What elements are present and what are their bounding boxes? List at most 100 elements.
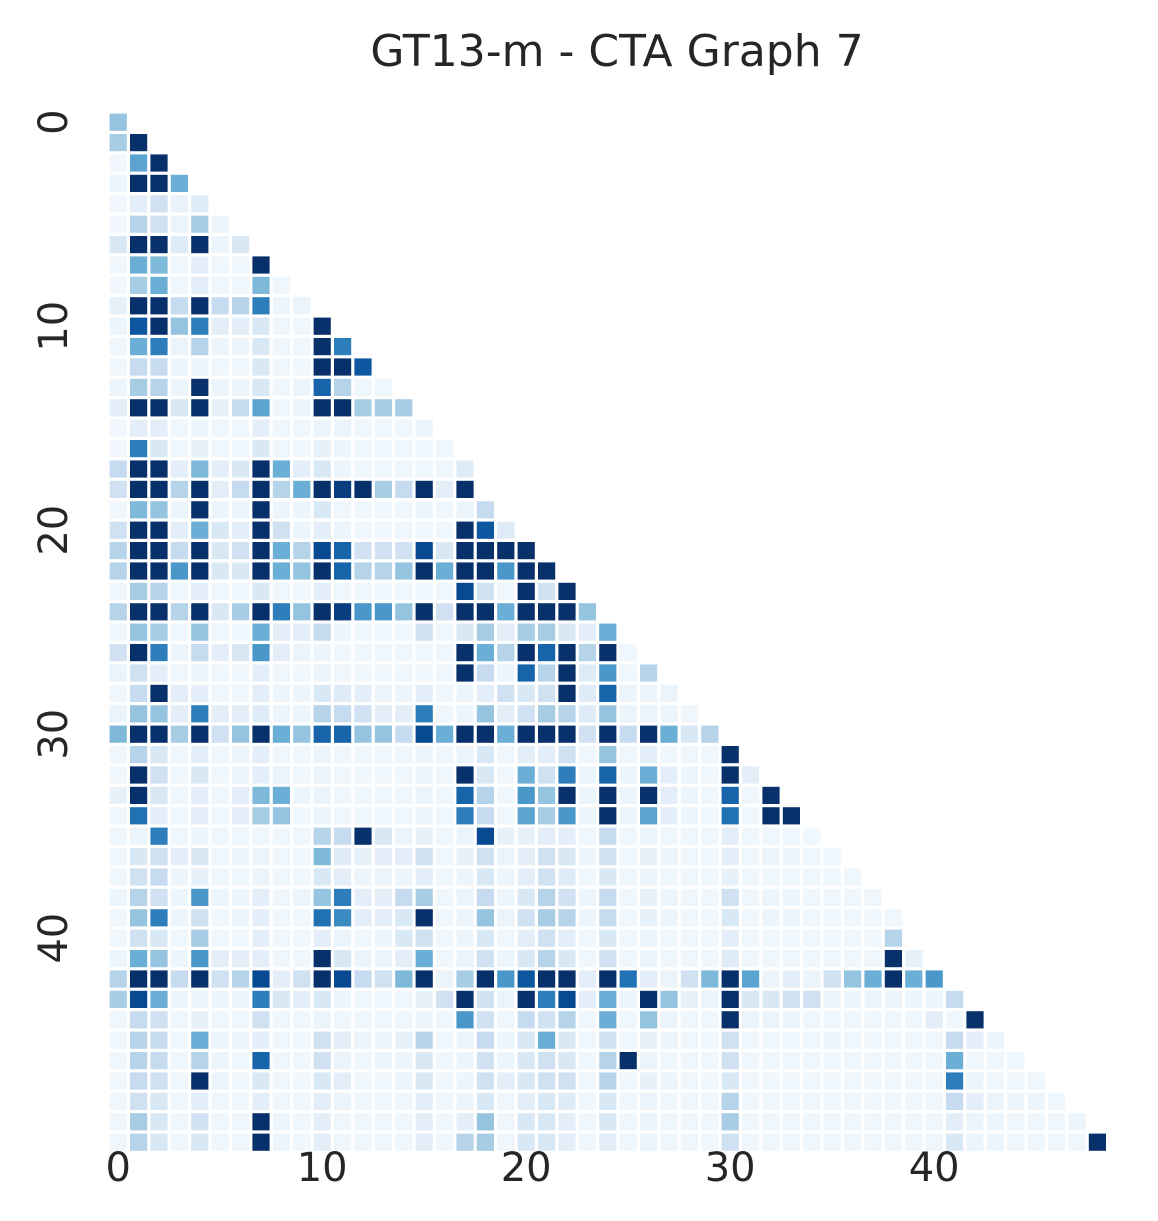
heatmap-cell (170, 317, 188, 335)
heatmap-cell (354, 603, 372, 621)
heatmap-cell (313, 990, 331, 1008)
heatmap-cell (680, 990, 698, 1008)
heatmap-cell (436, 1113, 454, 1131)
heatmap-cell (313, 1133, 331, 1151)
heatmap-cell (293, 807, 311, 825)
heatmap-cell (109, 1133, 127, 1151)
heatmap-cell (130, 1113, 148, 1131)
heatmap-cell (354, 827, 372, 845)
heatmap-cell (578, 888, 596, 906)
heatmap-cell (170, 256, 188, 274)
heatmap-cell (905, 1011, 923, 1029)
heatmap-cell (374, 1031, 392, 1049)
heatmap-cell (252, 725, 270, 743)
heatmap-cell (436, 888, 454, 906)
heatmap-cell (721, 746, 739, 764)
heatmap-cell (742, 786, 760, 804)
heatmap-cell (864, 1113, 882, 1131)
heatmap-cell (742, 1072, 760, 1090)
heatmap-cell (130, 603, 148, 621)
heatmap-cell (415, 909, 433, 927)
heatmap-cell (660, 990, 678, 1008)
heatmap-cell (436, 766, 454, 784)
heatmap-cell (374, 440, 392, 458)
heatmap-cell (456, 684, 474, 702)
heatmap-cell (864, 1072, 882, 1090)
heatmap-cell (660, 848, 678, 866)
heatmap-cell (150, 542, 168, 560)
heatmap-cell (762, 786, 780, 804)
heatmap-cell (497, 521, 515, 539)
heatmap-cell (130, 419, 148, 437)
x-tick-label: 0 (105, 1145, 130, 1191)
heatmap-cell (517, 1072, 535, 1090)
heatmap-cell (252, 542, 270, 560)
heatmap-cell (660, 970, 678, 988)
heatmap-cell (252, 440, 270, 458)
heatmap-cell (232, 460, 250, 478)
heatmap-cell (313, 440, 331, 458)
heatmap-cell (293, 317, 311, 335)
heatmap-cell (232, 317, 250, 335)
heatmap-cell (456, 970, 474, 988)
heatmap-cell (109, 868, 127, 886)
heatmap-cell (844, 1031, 862, 1049)
heatmap-cell (538, 725, 556, 743)
heatmap-cell (334, 501, 352, 519)
heatmap-cell (578, 1011, 596, 1029)
heatmap-cell (415, 848, 433, 866)
heatmap-cell (170, 215, 188, 233)
heatmap-cell (109, 1052, 127, 1070)
heatmap-cell (191, 256, 209, 274)
heatmap-cell (823, 1133, 841, 1151)
heatmap-cell (640, 1133, 658, 1151)
heatmap-cell (476, 1031, 494, 1049)
heatmap-cell (395, 1011, 413, 1029)
heatmap-cell (578, 725, 596, 743)
heatmap-cell (640, 1072, 658, 1090)
heatmap-cell (395, 460, 413, 478)
heatmap-cell (558, 970, 576, 988)
heatmap-cell (782, 1011, 800, 1029)
heatmap-cell (374, 725, 392, 743)
heatmap-cell (293, 909, 311, 927)
heatmap-cell (578, 1133, 596, 1151)
heatmap-cell (558, 827, 576, 845)
heatmap-cell (293, 684, 311, 702)
heatmap-cell (334, 480, 352, 498)
heatmap-cell (211, 970, 229, 988)
heatmap-cell (211, 705, 229, 723)
heatmap-cell (354, 521, 372, 539)
heatmap-cell (966, 1031, 984, 1049)
heatmap-cell (660, 684, 678, 702)
heatmap-cell (680, 705, 698, 723)
heatmap-cell (252, 521, 270, 539)
heatmap-cell (272, 848, 290, 866)
heatmap-cell (905, 1092, 923, 1110)
x-tick-label: 20 (501, 1145, 552, 1191)
heatmap-cell (538, 807, 556, 825)
heatmap-cell (334, 521, 352, 539)
heatmap-cell (782, 827, 800, 845)
heatmap-cell (844, 868, 862, 886)
heatmap-cell (354, 623, 372, 641)
heatmap-cell (803, 970, 821, 988)
heatmap-cell (395, 603, 413, 621)
heatmap-cell (456, 1113, 474, 1131)
heatmap-cell (313, 460, 331, 478)
heatmap-cell (313, 888, 331, 906)
heatmap-cell (211, 827, 229, 845)
heatmap-cell (436, 827, 454, 845)
heatmap-cell (170, 1133, 188, 1151)
heatmap-cell (538, 766, 556, 784)
heatmap-cell (130, 909, 148, 927)
heatmap-cell (415, 786, 433, 804)
heatmap-cell (272, 480, 290, 498)
heatmap-cell (191, 746, 209, 764)
heatmap-cell (252, 1113, 270, 1131)
heatmap-cell (191, 1052, 209, 1070)
heatmap-cell (170, 950, 188, 968)
heatmap-cell (109, 1031, 127, 1049)
heatmap-cell (578, 644, 596, 662)
heatmap-cell (211, 582, 229, 600)
